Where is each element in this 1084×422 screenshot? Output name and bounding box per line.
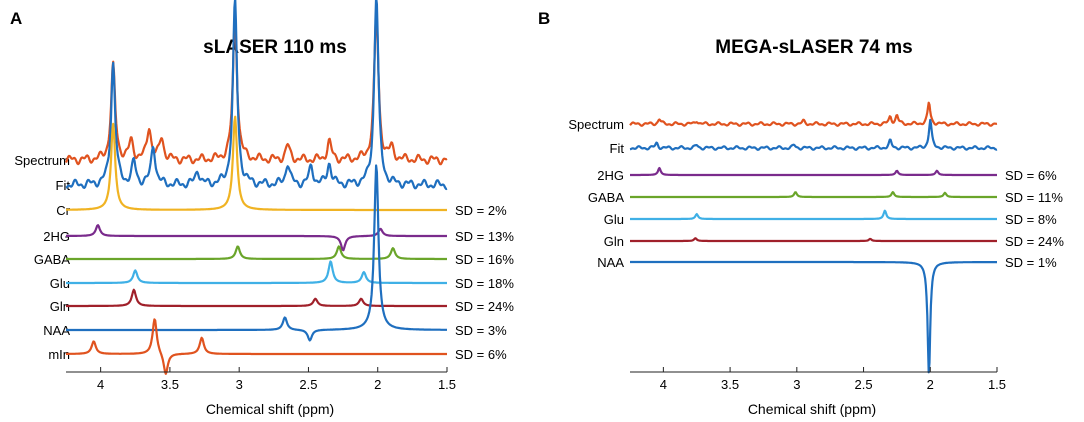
row-label-fit: Fit (610, 141, 625, 156)
curve-gaba (65, 245, 448, 261)
row-label-cr: Cr (56, 203, 70, 218)
sd-label-gln: SD = 24% (455, 299, 514, 314)
x-tick-label-3: 3 (236, 377, 243, 392)
curve-gln (65, 288, 448, 308)
sd-label-naa: SD = 3% (455, 323, 507, 338)
panel-a-x-axis: 4 3.5 3 2.5 2 1.5 (66, 367, 456, 392)
panel-a-rows: Spectrum Fit Cr SD = 2% 2HG SD = 13% GABA SD = … (14, 153, 514, 362)
row-label-glu: Glu (50, 276, 70, 291)
x-tick-label-3-5: 3.5 (721, 377, 739, 392)
row-label-naa: NAA (43, 323, 70, 338)
row-label-2hg: 2HG (597, 168, 624, 183)
sd-label-gaba: SD = 16% (455, 252, 514, 267)
curve-spectrum (629, 101, 998, 127)
row-label-spectrum: Spectrum (14, 153, 70, 168)
curve-naa (629, 260, 998, 374)
row-label-gln: Gln (604, 234, 624, 249)
panel-a-title: sLASER 110 ms (203, 37, 347, 58)
curve-gaba (629, 191, 998, 199)
curve-glu (65, 260, 448, 285)
x-tick-label-2: 2 (374, 377, 381, 392)
panel-a-letter: A (10, 9, 22, 28)
x-tick-label-2-5: 2.5 (855, 377, 873, 392)
sd-label-gln: SD = 24% (1005, 234, 1064, 249)
sd-label-2hg: SD = 13% (455, 229, 514, 244)
x-tick-label-2-5: 2.5 (299, 377, 317, 392)
row-label-gln: Gln (50, 299, 70, 314)
x-tick-label-4: 4 (660, 377, 667, 392)
sd-label-cr: SD = 2% (455, 203, 507, 218)
panel-b-curves (629, 101, 998, 374)
panel-b-letter: B (538, 9, 550, 28)
panel-b-xlabel: Chemical shift (ppm) (748, 401, 876, 417)
curve-2hg (629, 166, 998, 177)
panel-b-x-axis: 4 3.5 3 2.5 2 1.5 (630, 367, 1006, 392)
sd-label-glu: SD = 18% (455, 276, 514, 291)
panel-b-title: MEGA-sLASER 74 ms (715, 37, 912, 58)
curve-glu (629, 209, 998, 221)
curve-min (65, 318, 448, 375)
x-tick-label-2: 2 (927, 377, 934, 392)
sd-label-naa: SD = 1% (1005, 255, 1057, 270)
row-label-spectrum: Spectrum (568, 117, 624, 132)
curve-naa (65, 164, 448, 342)
panel-b: B MEGA-sLASER 74 ms Spectrum Fit 2HG SD = 6… (538, 9, 1064, 417)
x-tick-label-3: 3 (793, 377, 800, 392)
panel-a-curves (64, 0, 448, 375)
x-tick-label-3-5: 3.5 (161, 377, 179, 392)
curve-fit (65, 0, 448, 191)
x-tick-label-4: 4 (97, 377, 104, 392)
row-label-gaba: GABA (588, 190, 624, 205)
sd-label-2hg: SD = 6% (1005, 168, 1057, 183)
curve-2hg (65, 224, 448, 252)
row-label-naa: NAA (597, 255, 624, 270)
x-tick-label-1-5: 1.5 (988, 377, 1006, 392)
curve-cr (65, 115, 448, 212)
panel-b-rows: Spectrum Fit 2HG SD = 6% GABA SD = 11% Glu SD =… (568, 117, 1064, 270)
sd-label-gaba: SD = 11% (1005, 190, 1063, 205)
curve-fit (629, 118, 998, 151)
row-label-2hg: 2HG (43, 229, 70, 244)
x-tick-label-1-5: 1.5 (438, 377, 456, 392)
row-label-fit: Fit (56, 178, 71, 193)
curve-spectrum (64, 10, 448, 166)
row-label-gaba: GABA (34, 252, 70, 267)
row-label-glu: Glu (604, 212, 624, 227)
panel-a-xlabel: Chemical shift (ppm) (206, 401, 334, 417)
sd-label-glu: SD = 8% (1005, 212, 1057, 227)
row-label-min: mIn (48, 347, 70, 362)
curve-gln (629, 237, 998, 243)
sd-label-min: SD = 6% (455, 347, 507, 362)
